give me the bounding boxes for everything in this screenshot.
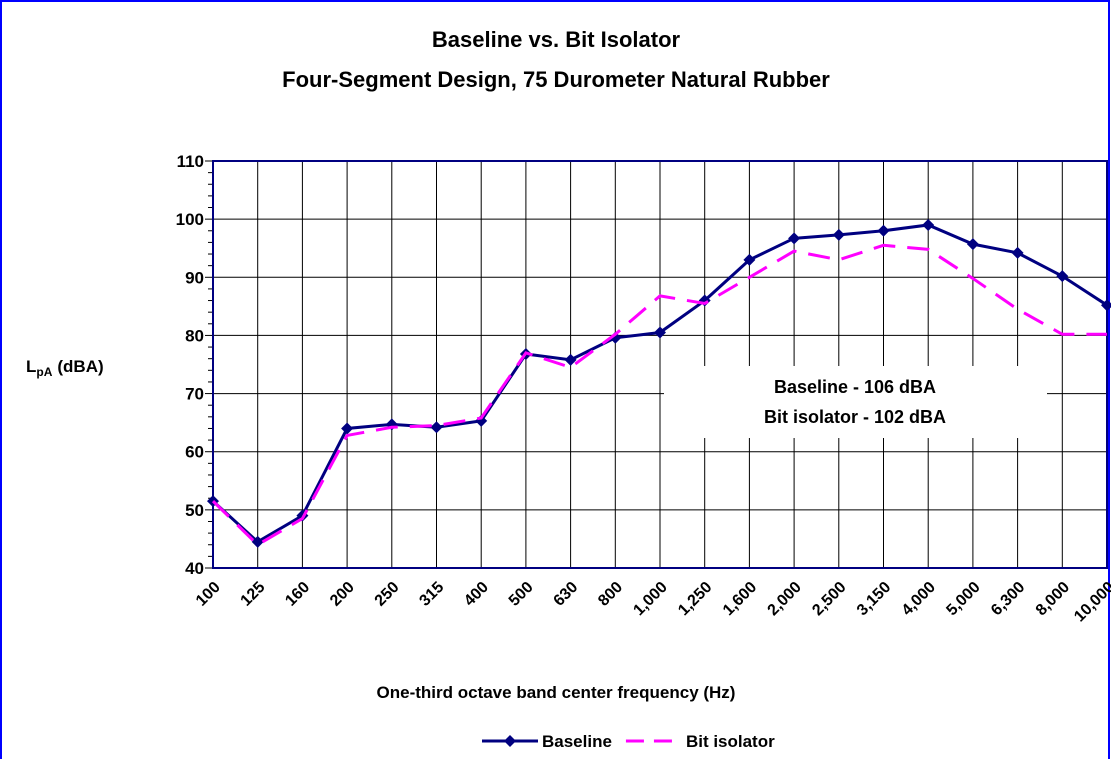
- legend-label: Baseline: [542, 732, 612, 751]
- marker: [966, 238, 979, 251]
- y-axis-label: LpA (dBA): [26, 357, 104, 379]
- annotation: Bit isolator - 102 dBA: [764, 407, 946, 427]
- legend-marker: [504, 735, 516, 747]
- y-tick-label: 80: [185, 326, 204, 345]
- y-tick-label: 70: [185, 385, 204, 404]
- y-tick-label: 40: [185, 559, 204, 578]
- marker: [564, 353, 577, 366]
- series-line: [211, 243, 1107, 547]
- chart-title: Baseline vs. Bit Isolator: [432, 27, 681, 52]
- y-tick-label: 50: [185, 501, 204, 520]
- marker: [877, 224, 890, 237]
- marker: [1011, 246, 1024, 259]
- marker: [430, 421, 443, 434]
- y-tick-label: 110: [177, 152, 204, 171]
- marker: [922, 218, 935, 231]
- y-label-base: L: [26, 357, 36, 376]
- chart-subtitle: Four-Segment Design, 75 Durometer Natura…: [282, 67, 830, 92]
- marker: [832, 228, 845, 241]
- marker: [743, 253, 756, 266]
- marker: [341, 422, 354, 435]
- marker: [654, 326, 666, 339]
- marker: [1056, 270, 1069, 283]
- x-axis-label: One-third octave band center frequency (…: [377, 683, 736, 702]
- plot-border: [212, 160, 1108, 569]
- annotation: Baseline - 106 dBA: [774, 377, 936, 397]
- y-label-unit: (dBA): [57, 357, 103, 376]
- annotation-box: [664, 366, 1047, 438]
- marker: [251, 535, 264, 548]
- y-tick-label: 90: [185, 268, 204, 287]
- marker: [788, 232, 801, 245]
- marker: [1101, 299, 1111, 312]
- legend-label: Bit isolator: [686, 732, 775, 751]
- y-label-sub: pA: [36, 365, 52, 379]
- y-tick-label: 100: [176, 210, 204, 229]
- y-tick-label: 60: [185, 443, 204, 462]
